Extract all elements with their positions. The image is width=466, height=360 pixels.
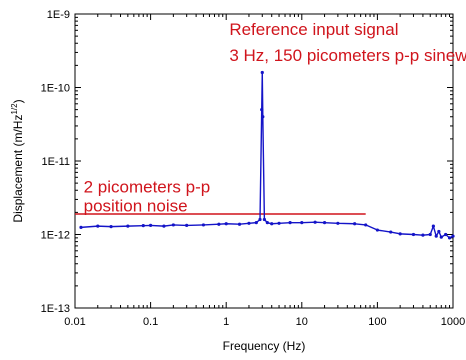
- data-point: [322, 221, 327, 225]
- x-tick-label: 0.1: [143, 316, 158, 328]
- annotation-text: Reference input signal: [229, 20, 398, 39]
- data-point: [79, 225, 83, 229]
- data-point: [96, 224, 100, 228]
- data-point: [237, 222, 242, 226]
- y-axis-title-main: Displacement (m/Hz: [11, 115, 25, 223]
- data-point: [300, 221, 304, 225]
- y-axis-title-superscript: 1/2: [10, 103, 19, 115]
- y-tick-label: 1E-11: [41, 156, 70, 168]
- y-tick-label: 1E-13: [41, 303, 70, 315]
- data-point: [224, 222, 228, 226]
- annotation-text: position noise: [84, 197, 188, 216]
- data-point: [451, 234, 455, 238]
- data-point: [288, 221, 292, 225]
- data-point: [261, 115, 265, 119]
- x-tick-label: 1000: [441, 316, 465, 328]
- data-point: [149, 223, 153, 227]
- data-point: [375, 228, 379, 232]
- data-point: [185, 223, 189, 227]
- annotation-layer: Reference input signal 3 Hz, 150 picomete…: [84, 20, 466, 216]
- data-point: [421, 233, 425, 237]
- data-point: [364, 223, 368, 227]
- data-point: [444, 232, 448, 237]
- data-point: [313, 220, 317, 224]
- data-point: [447, 236, 452, 240]
- data-point: [270, 222, 274, 226]
- x-tick-label: 0.01: [64, 316, 85, 328]
- y-tick-label: 1E-9: [47, 9, 70, 21]
- x-tick-label: 1: [223, 316, 229, 328]
- annotation-text: 3 Hz, 150 picometers p-p sinewave: [229, 46, 466, 65]
- data-point: [258, 217, 262, 222]
- data-point: [389, 230, 393, 234]
- data-point: [247, 221, 251, 225]
- data-point: [431, 224, 435, 228]
- y-axis-title: Displacement (m/Hz1/2): [10, 99, 25, 222]
- data-point: [434, 234, 438, 238]
- data-point: [201, 223, 206, 227]
- data-point: [254, 221, 258, 225]
- data-point: [260, 70, 264, 75]
- ticks-layer: 0.01 0.1 1 10 100 1000 1E-9 1E-10 1E-11 1E-12 1E-1…: [41, 9, 466, 328]
- x-axis-title: Frequency (Hz): [223, 339, 306, 353]
- data-point: [262, 217, 266, 222]
- data-point: [428, 232, 432, 237]
- data-point: [162, 224, 166, 228]
- data-point: [126, 224, 130, 228]
- data-point: [265, 221, 269, 225]
- y-axis-title-close: ): [11, 99, 25, 103]
- data-point: [437, 229, 441, 234]
- data-point: [109, 225, 113, 229]
- data-point: [217, 222, 221, 226]
- data-point: [411, 232, 416, 237]
- x-tick-label: 10: [296, 316, 308, 328]
- data-point: [398, 232, 402, 236]
- series-layer: [79, 70, 455, 240]
- data-point: [141, 224, 145, 228]
- data-point: [336, 221, 340, 225]
- data-point: [439, 235, 443, 239]
- x-tick-label: 100: [368, 316, 386, 328]
- y-tick-label: 1E-12: [41, 230, 70, 242]
- data-point: [277, 221, 281, 225]
- data-point: [171, 223, 175, 227]
- data-point: [260, 108, 264, 112]
- annotation-text: 2 picometers p-p: [84, 178, 211, 197]
- y-tick-label: 1E-10: [41, 83, 70, 95]
- data-point: [353, 222, 357, 226]
